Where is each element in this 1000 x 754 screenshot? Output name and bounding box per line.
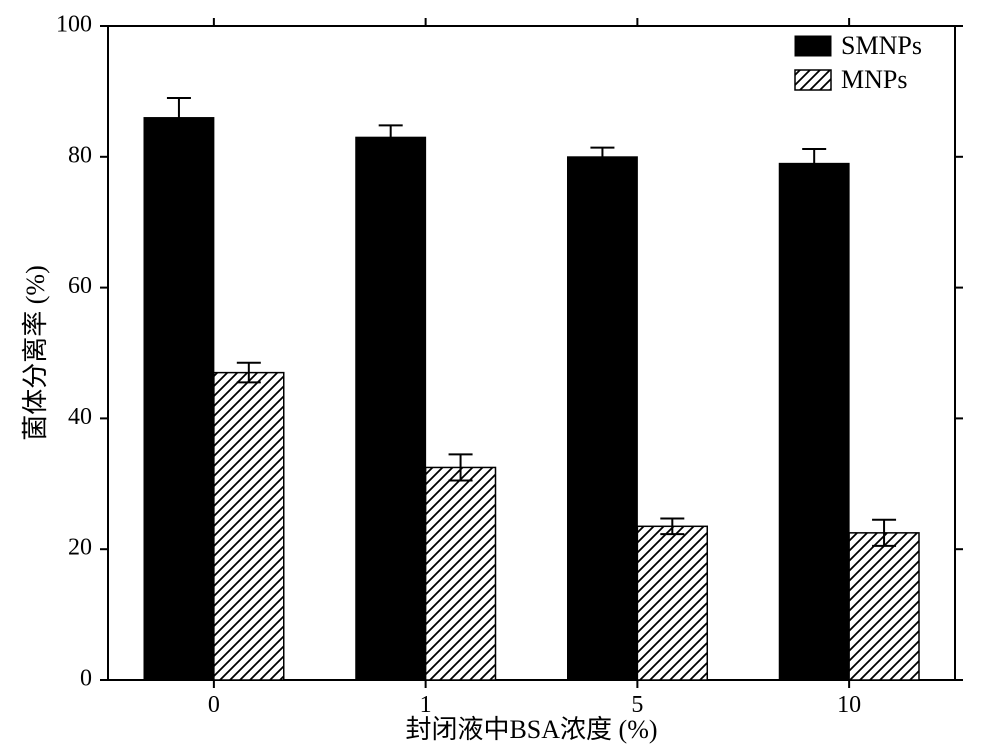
bar-MNPs bbox=[426, 467, 496, 680]
y-tick-label: 20 bbox=[68, 535, 92, 561]
legend-swatch bbox=[795, 36, 831, 56]
bar-MNPs bbox=[214, 373, 284, 680]
bar-SMNPs bbox=[779, 163, 849, 680]
bar-SMNPs bbox=[356, 137, 426, 680]
bar-SMNPs bbox=[144, 118, 214, 680]
y-tick-label: 40 bbox=[68, 404, 92, 430]
bar-SMNPs bbox=[567, 157, 637, 680]
chart-container: 02040608010001510封闭液中BSA浓度 (%)菌体分离率 (%)S… bbox=[0, 0, 1000, 754]
x-tick-label: 10 bbox=[837, 692, 861, 718]
legend-swatch bbox=[795, 70, 831, 90]
y-tick-label: 60 bbox=[68, 273, 92, 299]
x-axis-title: 封闭液中BSA浓度 (%) bbox=[405, 715, 657, 744]
plot-area: 02040608010001510封闭液中BSA浓度 (%)菌体分离率 (%)S… bbox=[21, 12, 963, 745]
x-tick-label: 0 bbox=[208, 692, 220, 718]
y-tick-label: 80 bbox=[68, 142, 92, 168]
bar-MNPs bbox=[637, 526, 707, 680]
bar-MNPs bbox=[849, 533, 919, 680]
legend-label: MNPs bbox=[841, 65, 907, 94]
y-axis-title: 菌体分离率 (%) bbox=[21, 265, 50, 440]
bar-chart: 02040608010001510封闭液中BSA浓度 (%)菌体分离率 (%)S… bbox=[0, 0, 1000, 754]
y-tick-label: 100 bbox=[56, 12, 92, 38]
legend-label: SMNPs bbox=[841, 31, 922, 60]
y-tick-label: 0 bbox=[80, 666, 92, 692]
